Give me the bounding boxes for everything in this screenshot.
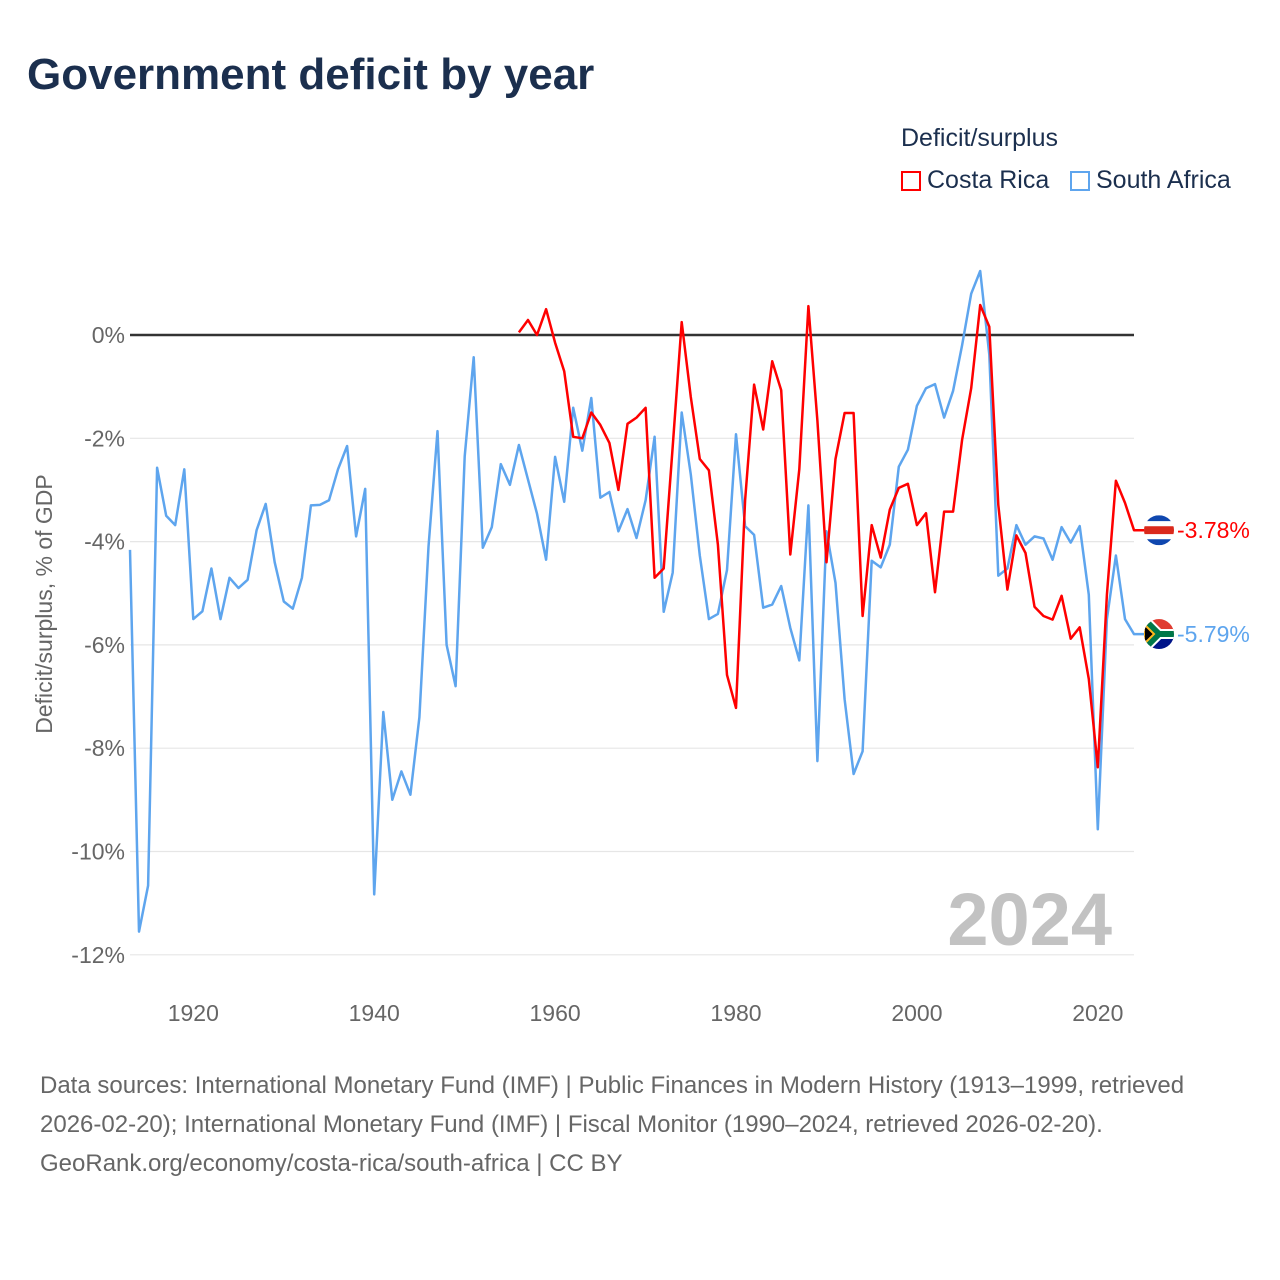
x-tick-label: 1980 [710,1000,761,1026]
x-tick-label: 2000 [891,1000,942,1026]
legend-label: South Africa [1096,166,1231,194]
y-tick-label: -2% [84,425,125,451]
legend-swatch-south-africa [1070,170,1090,191]
y-tick-label: -4% [84,529,125,555]
y-tick-label: -12% [71,942,125,968]
footer: Data sources: International Monetary Fun… [40,1066,1240,1183]
plot-area: 0% -2% -4% -6% -8% -10% -12% 1920 1940 1960 1980 20… [31,269,1250,1026]
south-africa-flag-icon [1144,619,1174,650]
y-tick-label: -10% [71,839,125,865]
x-tick-label: 1940 [349,1000,400,1026]
data-sources: Data sources: International Monetary Fun… [40,1072,1185,1138]
end-value-label: -3.78% [1177,517,1250,543]
y-axis-label: Deficit/surplus, % of GDP [31,474,57,733]
legend-swatch-costa-rica [901,170,921,191]
costa-rica-flag-icon [1144,515,1174,546]
x-tick-label: 2020 [1072,1000,1123,1026]
end-value-label: -5.79% [1177,621,1250,647]
y-tick-label: -8% [84,735,125,761]
year-watermark: 2024 [947,878,1112,961]
x-tick-label: 1960 [530,1000,581,1026]
legend-title: Deficit/surplus [901,124,1058,152]
series-line-costa-rica[interactable] [517,303,1144,769]
series-line-south-africa[interactable] [128,269,1144,933]
y-tick-label: 0% [92,322,125,348]
legend-label: Costa Rica [927,166,1050,194]
y-tick-label: -6% [84,632,125,658]
credit-link[interactable]: GeoRank.org/economy/costa-rica/south-afr… [40,1150,623,1177]
legend-item-south-africa[interactable]: South Africa [1070,166,1231,195]
x-tick-label: 1920 [168,1000,219,1026]
legend-item-costa-rica[interactable]: Costa Rica [901,166,1049,195]
chart-title: Government deficit by year [27,50,595,99]
